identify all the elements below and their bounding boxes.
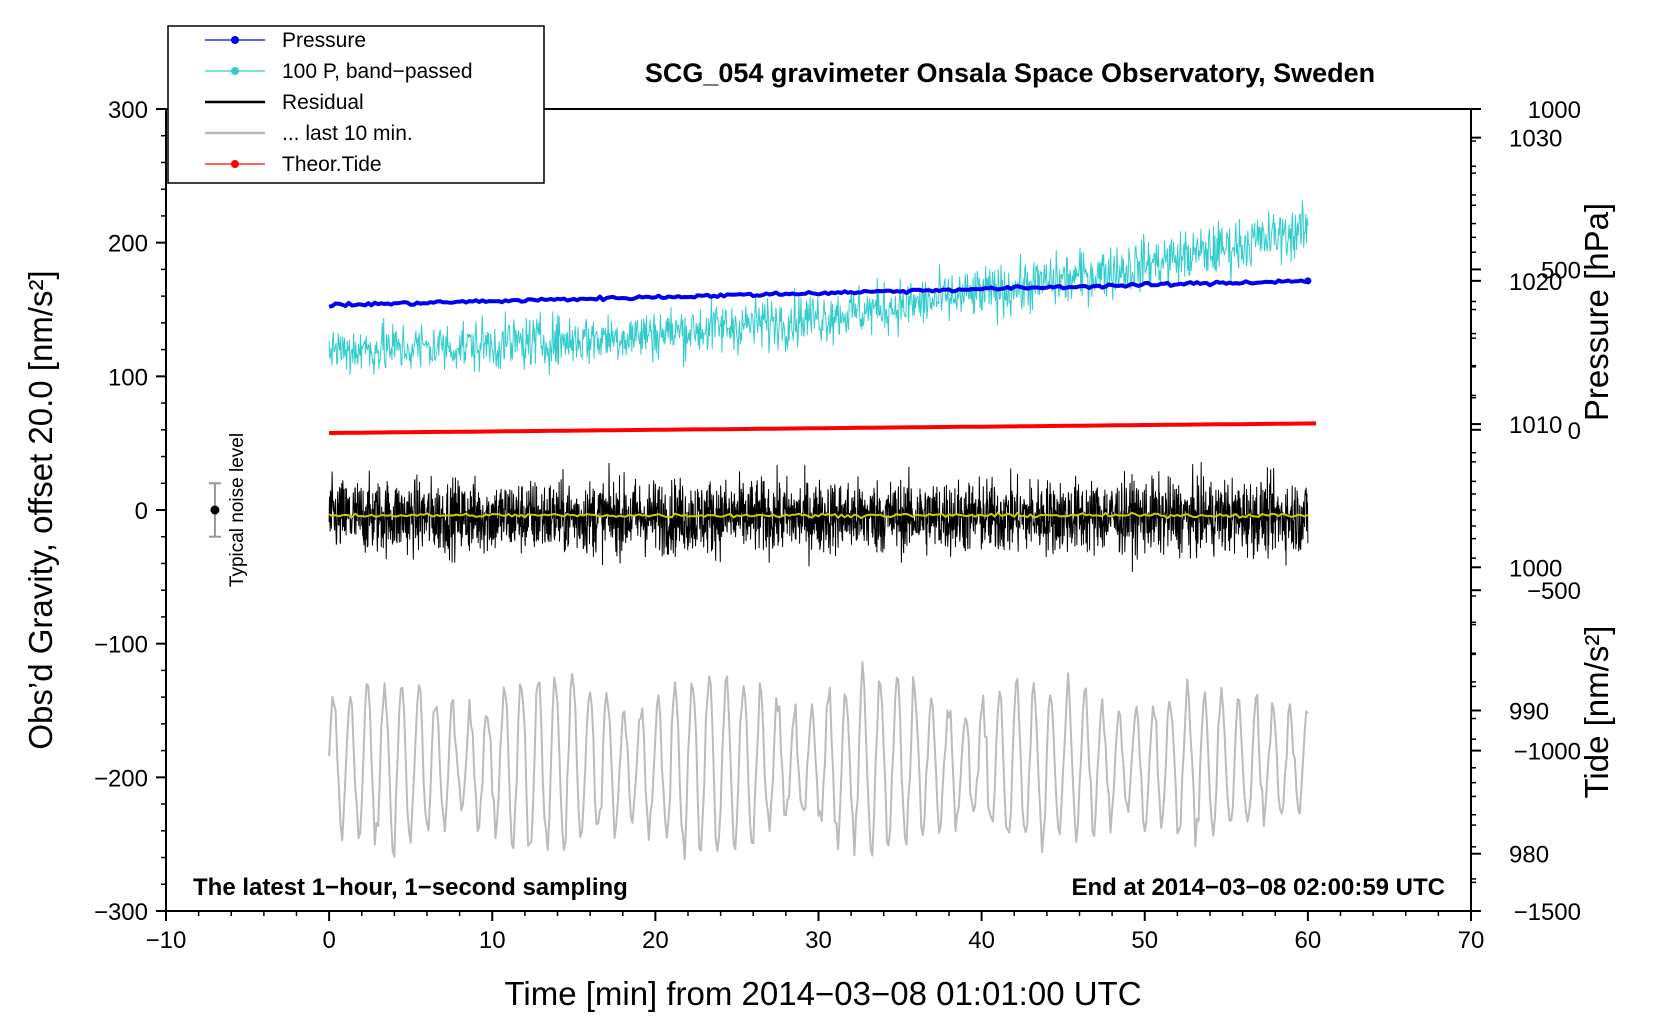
legend-marker	[231, 36, 239, 44]
y-tick-label: 300	[108, 97, 148, 124]
y-tick-label: −300	[94, 899, 148, 926]
pressure-axis-label: Pressure [hPa]	[1578, 203, 1615, 421]
series-band-passed	[328, 200, 1309, 376]
left-axis-label-text: Obs’d Gravity, offset 20.0 [nm/s²]	[22, 270, 59, 749]
legend-label: ... last 10 min.	[282, 122, 413, 145]
tide-axis-label: Tide [nm/s²]	[1578, 626, 1615, 799]
x-tick-label: 10	[479, 927, 506, 954]
y-tick-label: 200	[108, 231, 148, 258]
legend-label: 100 P, band−passed	[282, 60, 473, 83]
legend-label: Theor.Tide	[282, 153, 382, 176]
x-tick-label: 60	[1295, 927, 1322, 954]
footer-left: The latest 1−hour, 1−second sampling	[193, 874, 628, 901]
tide-tick-label: −500	[1527, 578, 1581, 605]
series-theor-tide	[329, 421, 1317, 435]
legend-marker	[231, 160, 239, 168]
series-last-10-min	[328, 661, 1309, 861]
x-tick-label: 20	[642, 927, 669, 954]
x-tick-label: 40	[968, 927, 995, 954]
tide-tick-label: 0	[1568, 418, 1581, 445]
y-tick-label: −200	[94, 765, 148, 792]
legend-marker	[231, 67, 239, 75]
series-residual	[328, 462, 1309, 572]
tide-tick-label: 500	[1541, 257, 1581, 284]
tide-tick-label: −1500	[1514, 899, 1581, 926]
series-pressure	[328, 278, 1309, 309]
legend-label: Pressure	[282, 29, 366, 52]
left-axis-label: Obs’d Gravity, offset 20.0 [nm/s²]	[22, 270, 59, 749]
x-tick-label: 70	[1458, 927, 1485, 954]
y-tick-label: 0	[135, 498, 148, 525]
x-tick-label: −10	[146, 927, 187, 954]
footer-right: End at 2014−03−08 02:00:59 UTC	[1071, 874, 1445, 901]
pressure-tick-label: 1000	[1509, 555, 1562, 582]
axes-layer: −10 0 10 20 30 40 50 60 70−300−200−1000100200300…	[94, 97, 1581, 954]
tide-tick-label: 1000	[1528, 97, 1581, 124]
pressure-tick-label: 980	[1509, 842, 1549, 869]
legend-box	[167, 25, 545, 184]
x-axis-label: Time [min] from 2014−03−08 01:01:00 UTC	[504, 975, 1141, 1012]
pressure-end-marker	[1304, 277, 1312, 285]
pressure-tick-label: 1020	[1509, 269, 1562, 296]
legend-label: Residual	[282, 91, 364, 114]
legend: Pressure 100 P, band−passed Residual ... la…	[167, 25, 545, 184]
noise-dot	[210, 505, 220, 515]
x-tick-label: 50	[1131, 927, 1158, 954]
tide-tick-label: −1000	[1514, 739, 1581, 766]
y-tick-label: −100	[94, 632, 148, 659]
chart-title: SCG_054 gravimeter Onsala Space Observat…	[645, 58, 1375, 88]
noise-label: Typical noise level	[227, 433, 248, 587]
noise-indicator: Typical noise level	[208, 433, 248, 587]
pressure-tick-label: 1030	[1509, 126, 1562, 153]
pressure-tick-label: 1010	[1509, 412, 1562, 439]
legend-items: Pressure 100 P, band−passed Residual ... la…	[205, 29, 473, 176]
pressure-tick-label: 990	[1509, 699, 1549, 726]
y-tick-label: 100	[108, 364, 148, 391]
series-residual-mean	[328, 511, 1309, 520]
x-tick-label: 0	[322, 927, 335, 954]
series-layer	[328, 200, 1317, 861]
x-tick-label: 30	[805, 927, 832, 954]
